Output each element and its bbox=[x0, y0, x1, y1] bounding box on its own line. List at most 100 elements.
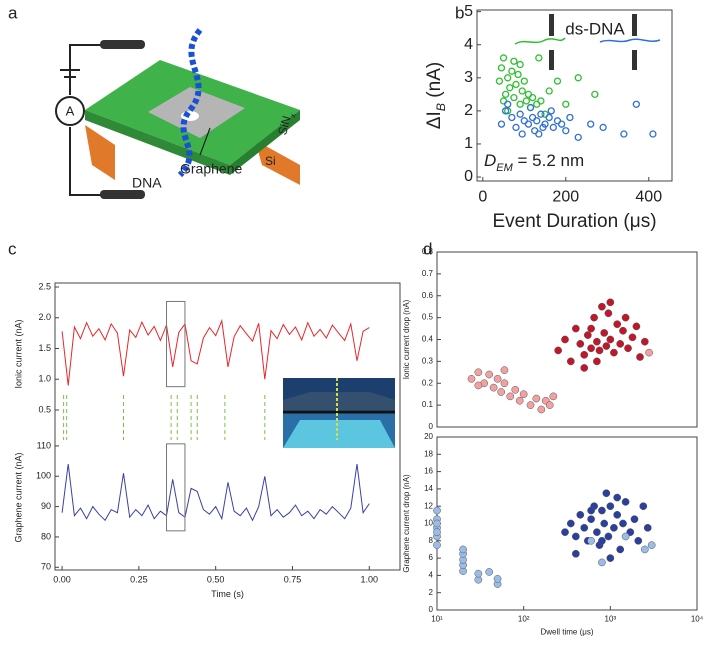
scatter-point bbox=[587, 506, 595, 515]
scatter-point bbox=[591, 90, 599, 98]
scatter-point bbox=[640, 545, 649, 554]
scatter-point bbox=[598, 302, 606, 311]
scatter-point bbox=[621, 532, 630, 541]
scatter-point bbox=[501, 90, 510, 98]
scatter-point bbox=[566, 519, 575, 528]
scatter-point bbox=[485, 568, 494, 576]
scatter-point bbox=[571, 549, 580, 558]
scatter-point bbox=[535, 54, 543, 62]
y-tick-label: 8 bbox=[429, 536, 434, 545]
y-tick-label: 1.5 bbox=[38, 343, 51, 353]
y-tick-label: 2 bbox=[429, 588, 434, 597]
scatter-point bbox=[639, 502, 648, 511]
annotation-main: D bbox=[484, 151, 496, 170]
scatter-point bbox=[598, 506, 606, 515]
c-frame bbox=[54, 282, 401, 571]
x-tick-label: 0.75 bbox=[284, 574, 302, 584]
panel-label: c bbox=[8, 239, 17, 258]
scatter-point bbox=[526, 103, 535, 112]
y-tick-label: 0 bbox=[464, 168, 473, 185]
scatter-point bbox=[495, 77, 504, 85]
y-tick-label: 0.2 bbox=[422, 378, 434, 387]
scatter-point bbox=[606, 554, 615, 562]
scatter-point bbox=[621, 313, 630, 322]
x-axis-label: Event Duration (μs) bbox=[492, 211, 656, 232]
scatter-point bbox=[516, 100, 524, 108]
scatter-point bbox=[593, 528, 601, 537]
scatter-point bbox=[516, 110, 524, 118]
y-axis-label: Ionic current drop (nA) bbox=[402, 299, 411, 379]
scatter-point bbox=[566, 113, 574, 122]
scatter-point bbox=[600, 329, 609, 337]
y-tick-label: 2 bbox=[464, 102, 473, 119]
y-tick-label: 0.7 bbox=[422, 269, 434, 278]
y-axis-label-sub: B bbox=[434, 103, 448, 111]
y-tick-label: 4 bbox=[464, 36, 473, 53]
scatter-point bbox=[643, 523, 652, 532]
scatter-point bbox=[647, 541, 656, 549]
scatter-point bbox=[630, 515, 639, 524]
y-axis-label: Graphene current drop (nA) bbox=[402, 474, 411, 573]
scatter-point bbox=[616, 340, 625, 348]
diagram-label: Si bbox=[265, 154, 276, 168]
x-axis-label: Time (s) bbox=[211, 589, 244, 599]
scatter-point bbox=[545, 401, 554, 409]
x-tick-label: 0.25 bbox=[130, 574, 148, 584]
y-tick-label: 5 bbox=[464, 3, 473, 20]
scatter-point bbox=[557, 120, 566, 128]
y-tick-label: 100 bbox=[36, 471, 51, 481]
annotation-rest: = 5.2 nm bbox=[513, 151, 584, 170]
scatter-point bbox=[504, 100, 512, 108]
scatter-point bbox=[610, 348, 618, 357]
scatter-point bbox=[537, 97, 545, 105]
scatter-point bbox=[433, 506, 441, 515]
scatter-point bbox=[587, 515, 595, 524]
scatter-point bbox=[626, 528, 635, 537]
y-tick-label: 80 bbox=[41, 531, 51, 541]
x-tick-label: 200 bbox=[552, 189, 579, 206]
scatter-point bbox=[649, 130, 657, 138]
scatter-point bbox=[580, 364, 589, 372]
y-tick-label: 18 bbox=[424, 449, 433, 458]
scatter-point bbox=[645, 348, 653, 357]
scatter-point bbox=[580, 523, 589, 532]
scatter-point bbox=[574, 74, 582, 82]
y-tick-label: 6 bbox=[429, 553, 434, 562]
scatter-point bbox=[599, 123, 607, 132]
plot-frame bbox=[476, 9, 673, 182]
diagram-label: SiNx bbox=[275, 110, 297, 137]
scatter-point bbox=[541, 120, 549, 128]
scatter-point bbox=[522, 97, 531, 105]
scatter-point bbox=[512, 123, 520, 132]
scatter-point bbox=[576, 340, 585, 348]
scatter-point bbox=[602, 342, 611, 350]
scatter-point bbox=[620, 130, 628, 138]
scatter-point bbox=[533, 117, 541, 125]
y-tick-label: 0.4 bbox=[422, 335, 434, 344]
scatter-point bbox=[619, 519, 627, 528]
scatter-point bbox=[474, 381, 483, 390]
y-axis-label-unit: (nA) bbox=[424, 62, 445, 103]
scatter-point bbox=[506, 392, 515, 401]
scatter-point bbox=[587, 120, 595, 128]
scatter-point bbox=[545, 113, 553, 122]
scatter-point bbox=[547, 107, 555, 115]
scatter-point bbox=[561, 335, 569, 344]
scatter-point bbox=[566, 357, 575, 366]
scatter-point bbox=[499, 54, 508, 62]
trace bbox=[61, 318, 370, 386]
y-axis-label-main: ΔI bbox=[424, 111, 445, 129]
scatter-point bbox=[616, 545, 625, 554]
scatter-point bbox=[474, 368, 483, 377]
scatter-point bbox=[571, 532, 580, 541]
scatter-point bbox=[583, 331, 592, 339]
y-tick-label: 0.6 bbox=[422, 291, 434, 300]
y-tick-label: 110 bbox=[37, 440, 51, 450]
inset-image bbox=[283, 378, 395, 448]
scatter-point bbox=[640, 337, 649, 346]
scatter-point bbox=[515, 396, 524, 405]
scatter-point bbox=[501, 107, 510, 115]
scatter-point bbox=[606, 298, 615, 307]
scatter-point bbox=[511, 385, 520, 394]
